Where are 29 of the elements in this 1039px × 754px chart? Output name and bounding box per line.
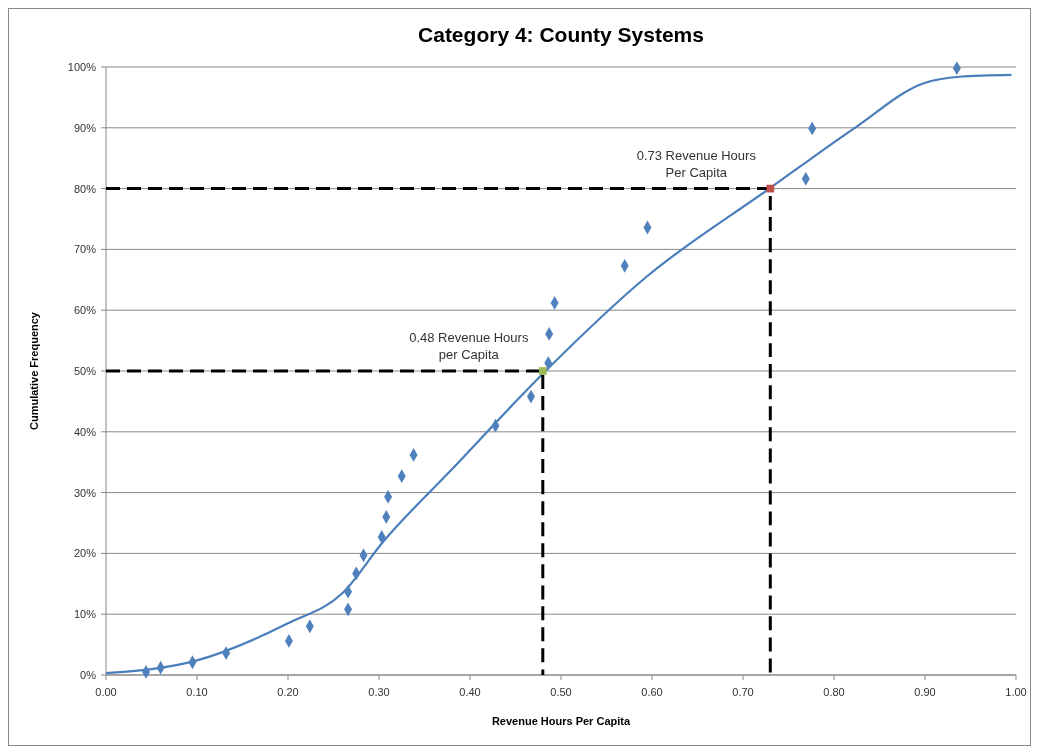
chart-title: Category 4: County Systems [418,23,704,46]
y-tick-label: 60% [73,304,97,317]
x-tick-label: 1.00 [1005,686,1027,698]
x-tick-label: 0.60 [641,686,663,698]
y-tick-label: 30% [73,486,97,499]
x-tick-label: 0.30 [368,686,390,698]
x-tick-label: 0.20 [277,686,299,698]
y-tick-label: 0% [80,669,97,681]
x-tick-label: 0.90 [914,686,936,698]
x-tick-label: 0.50 [550,686,572,698]
y-axis-title: Cumulative Frequency [28,311,40,430]
annotation: 0.73 Revenue Hours Per Capita [636,147,757,180]
y-tick-label: 40% [73,425,97,438]
y-tick-label: 80% [73,182,97,195]
y-tick-label: 90% [73,121,97,134]
y-tick-label: 50% [73,365,97,377]
y-tick-label: 70% [73,243,97,256]
y-tick-label: 20% [73,547,97,560]
x-tick-label: 0.80 [823,686,845,698]
x-tick-label: 0.70 [732,686,754,698]
point [766,184,775,193]
x-tick-label: 0.40 [459,686,481,698]
y-tick-label: 100% [67,61,97,73]
x-axis-title: Revenue Hours Per Capita [491,715,631,727]
x-tick-label: 0.10 [186,686,208,698]
x-tick-label: 0.00 [95,686,117,698]
annotation: 0.48 Revenue Hours per Capita [409,330,529,362]
point [538,367,547,375]
y-tick-label: 10% [73,608,97,621]
